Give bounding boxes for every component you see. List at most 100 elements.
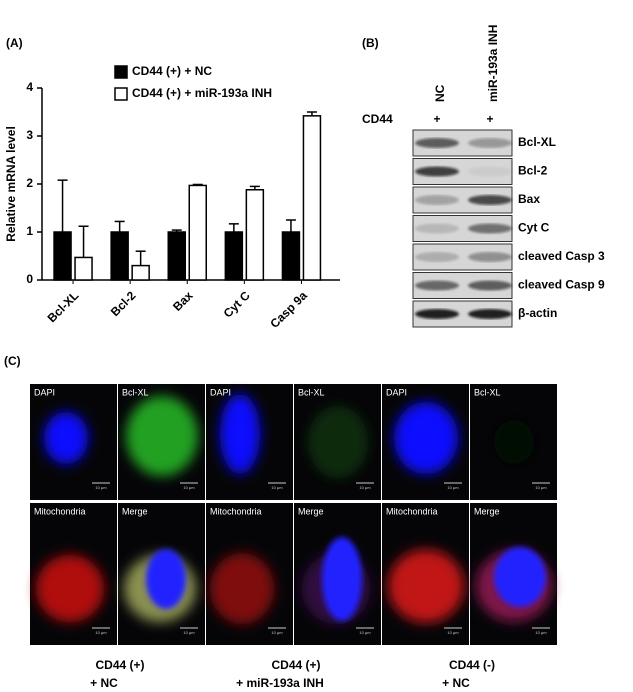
cell-signal <box>44 412 88 464</box>
micrograph-label: Merge <box>474 506 500 516</box>
cell-signal <box>126 396 198 476</box>
band-label: Bax <box>518 192 540 206</box>
micrograph-label: Mitochondria <box>34 506 86 516</box>
blot-band <box>415 252 459 262</box>
group-caption: + NC <box>90 676 118 690</box>
lane-label: miR-193a INH <box>486 25 500 102</box>
scale-bar-label: 10 μm <box>535 485 547 490</box>
micrograph: Mitochondria 10 μm <box>382 503 469 645</box>
cell-signal <box>308 406 368 478</box>
scale-bar-label: 10 μm <box>183 485 195 490</box>
bar <box>281 231 301 281</box>
nucleus <box>146 549 186 609</box>
band-label: cleaved Casp 9 <box>518 278 605 292</box>
y-axis-label: Relative mRNA level <box>4 126 18 242</box>
band-label: Bcl-XL <box>518 135 556 149</box>
lane-label: NC <box>433 84 447 102</box>
legend-label: CD44 (+) + miR-193a INH <box>132 86 272 100</box>
blot-band <box>468 309 512 319</box>
micrograph-label: Mitochondria <box>386 506 438 516</box>
lane-mark: + <box>433 112 440 126</box>
y-tick-label: 0 <box>26 272 33 286</box>
y-tick-label: 2 <box>26 176 33 190</box>
micrograph-label: Bcl-XL <box>474 387 501 397</box>
lane-mark: + <box>486 112 493 126</box>
scale-bar-label: 10 μm <box>447 485 459 490</box>
bar <box>224 231 244 281</box>
blot-band <box>468 252 512 262</box>
micrograph-label: Bcl-XL <box>122 387 149 397</box>
blot-band <box>415 195 459 205</box>
micrograph: DAPI 10 μm <box>30 384 117 500</box>
micrograph-label: Bcl-XL <box>298 387 325 397</box>
group-caption: CD44 (-) <box>449 658 495 672</box>
blot-band <box>415 166 459 177</box>
bar <box>110 231 129 281</box>
blot-band <box>415 223 459 234</box>
x-tick-label: Bax <box>170 288 196 314</box>
micrograph-label: Merge <box>298 506 324 516</box>
bar <box>167 231 186 281</box>
x-tick-label: Bcl-2 <box>108 288 139 319</box>
cell-signal <box>494 420 534 464</box>
micrograph-label: DAPI <box>34 387 55 397</box>
panel-label: (A) <box>6 36 23 50</box>
legend-label: CD44 (+) + NC <box>132 64 212 78</box>
group-caption: + miR-193a INH <box>236 676 324 690</box>
x-tick-label: Cyt C <box>221 288 253 320</box>
legend-swatch <box>114 65 128 79</box>
row-label: CD44 <box>362 112 393 126</box>
bar <box>74 256 93 281</box>
band-label: Bcl-2 <box>518 164 548 178</box>
scale-bar-label: 10 μm <box>95 485 107 490</box>
scale-bar-label: 10 μm <box>359 485 371 490</box>
x-tick-label: Bcl-XL <box>45 288 82 325</box>
blot-band <box>468 195 512 205</box>
blot-band <box>468 166 512 177</box>
scale-bar-label: 10 μm <box>359 630 371 635</box>
panel-label: (C) <box>4 354 21 368</box>
scale-bar-label: 10 μm <box>183 630 195 635</box>
blot-band <box>415 309 459 319</box>
scale-bar-label: 10 μm <box>271 630 283 635</box>
micrograph: Merge 10 μm <box>294 503 381 645</box>
micrograph: Mitochondria 10 μm <box>30 503 117 645</box>
micrograph-label: Merge <box>122 506 148 516</box>
scale-bar-label: 10 μm <box>95 630 107 635</box>
scale-bar-label: 10 μm <box>271 485 283 490</box>
blot-band <box>468 280 512 291</box>
y-tick-label: 4 <box>26 80 33 94</box>
blot-band <box>468 223 512 234</box>
group-caption: CD44 (+) <box>271 658 320 672</box>
scale-bar-label: 10 μm <box>535 630 547 635</box>
band-label: cleaved Casp 3 <box>518 249 605 263</box>
scale-bar-label: 10 μm <box>447 630 459 635</box>
micrograph: Mitochondria 10 μm <box>206 503 293 645</box>
y-tick-label: 1 <box>26 224 33 238</box>
micrograph: Bcl-XL 10 μm <box>470 384 557 500</box>
bar <box>302 115 322 281</box>
micrograph: DAPI 10 μm <box>382 384 469 500</box>
group-caption: + NC <box>442 676 470 690</box>
bar <box>131 264 150 281</box>
blot-band <box>415 280 459 291</box>
blot-band <box>415 138 459 148</box>
band-label: β-actin <box>518 306 557 320</box>
cell-signal <box>388 549 464 623</box>
micrograph: Bcl-XL 10 μm <box>294 384 381 500</box>
legend-swatch <box>114 87 128 101</box>
micrograph-label: Mitochondria <box>210 506 262 516</box>
bar <box>188 184 207 281</box>
micrograph: Merge 10 μm <box>470 503 557 645</box>
micrograph: DAPI 10 μm <box>206 384 293 500</box>
cell-signal <box>210 553 274 624</box>
micrograph-label: DAPI <box>386 387 407 397</box>
micrograph: Merge 10 μm <box>118 503 205 645</box>
cell-signal <box>394 402 458 474</box>
bar <box>53 231 72 281</box>
blot-band <box>468 138 512 148</box>
nucleus <box>322 537 362 621</box>
y-tick-label: 3 <box>26 128 33 142</box>
cell-signal <box>36 554 104 623</box>
